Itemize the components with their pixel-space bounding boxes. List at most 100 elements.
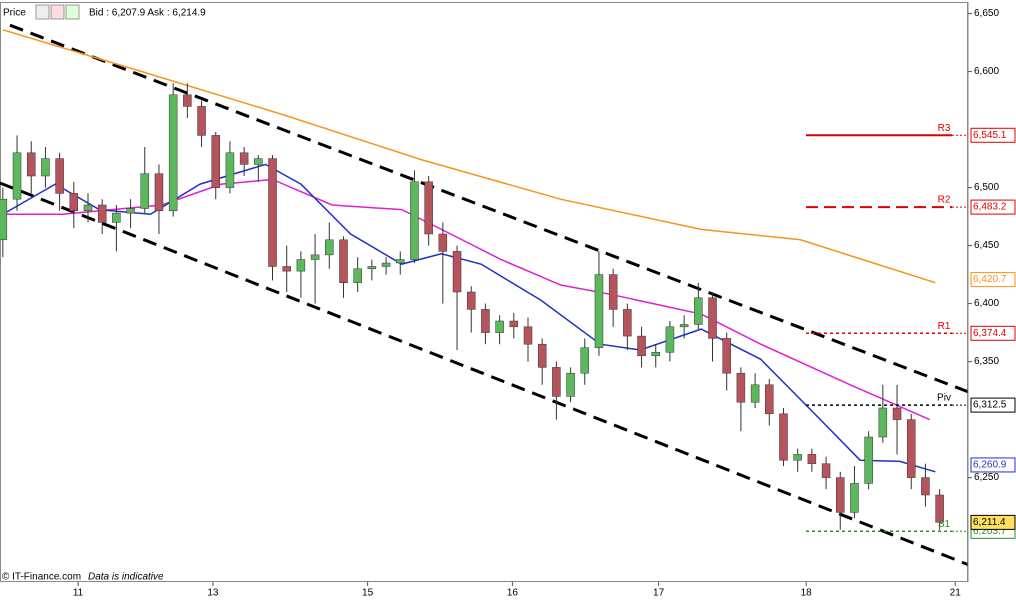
channel-line	[9, 23, 969, 394]
price-box-label: 6,545.1	[973, 130, 1007, 141]
candle-body	[254, 158, 263, 165]
x-tick-label: 15	[362, 588, 374, 599]
candle-body	[765, 384, 774, 415]
candle-body	[197, 106, 206, 136]
candle-body	[97, 204, 107, 223]
candle-body	[608, 274, 618, 310]
candle-body	[921, 477, 930, 496]
pivot-name: R2	[938, 195, 951, 206]
candle-body	[580, 347, 590, 374]
candle-body	[566, 372, 575, 397]
price-box	[970, 199, 1016, 215]
price-box-label: 6,203.7	[973, 526, 1007, 537]
price-marker	[970, 514, 1016, 530]
candle-body	[750, 384, 760, 403]
candle-body	[850, 483, 859, 513]
price-marker-label: 6,211.4	[973, 517, 1006, 528]
tool-icon[interactable]	[65, 4, 80, 20]
candle-body	[268, 158, 277, 267]
candle-body	[83, 204, 93, 212]
candle-body	[694, 297, 703, 325]
candle-body	[495, 320, 504, 333]
candle-body	[523, 326, 533, 345]
candle-body	[424, 181, 433, 235]
candle-body	[211, 135, 220, 188]
y-tick-label: 6,250	[974, 472, 999, 483]
x-tick-label: 17	[653, 588, 665, 599]
candle-body	[69, 193, 79, 212]
candle-body	[339, 239, 348, 283]
moving-average	[2, 178, 930, 421]
candle-body	[836, 477, 845, 513]
candle-body	[325, 239, 334, 256]
candle-body	[807, 454, 817, 464]
candle-body	[509, 320, 519, 328]
candle-body	[140, 173, 150, 209]
y-tick-label: 6,400	[974, 298, 999, 309]
candle-body	[736, 372, 746, 403]
candle-body	[481, 309, 490, 333]
toolbar: Price Bid : 6,207.9 Ask : 6,214.9	[1, 3, 301, 22]
candle-body	[353, 268, 362, 283]
candle-body	[864, 436, 873, 484]
price-box-label: 6,483.2	[973, 202, 1007, 213]
candle-body	[594, 274, 604, 348]
candle-body	[381, 262, 391, 267]
y-tick-label: 6,600	[974, 66, 999, 77]
candle-body	[396, 259, 405, 264]
y-tick-label: 6,500	[974, 182, 999, 193]
candle-body	[367, 266, 377, 270]
candle-body	[452, 251, 462, 293]
x-tick-label: 11	[73, 588, 84, 599]
candle-body	[168, 94, 178, 212]
x-tick-label: 21	[950, 588, 962, 599]
candle-body	[821, 463, 831, 478]
candle-body	[55, 158, 64, 194]
bid-ask: Bid : 6,207.9 Ask : 6,214.9	[89, 8, 206, 19]
candle-body	[41, 158, 50, 177]
tool-icon[interactable]	[50, 4, 65, 20]
candle-body	[665, 326, 675, 353]
price-box	[970, 127, 1016, 143]
x-tick-label: 13	[207, 588, 219, 599]
candle-body	[154, 173, 164, 212]
price-marker-label: 6,260.9	[973, 460, 1007, 471]
candle-body	[225, 152, 235, 188]
pivot-name: Piv	[937, 393, 951, 404]
candle-body	[722, 338, 731, 374]
pivot-name: R3	[938, 123, 951, 134]
price-box-label: 6,312.5	[973, 400, 1007, 411]
pivot-name: R1	[938, 321, 951, 332]
y-tick-label: 6,650	[974, 8, 999, 19]
y-tick-label: 6,350	[974, 356, 999, 367]
right-axis-bg	[969, 2, 1016, 582]
price-box-label: 6,374.4	[973, 328, 1007, 339]
candle-body	[112, 212, 121, 223]
price-label: Price	[3, 8, 26, 19]
pivot-name: S1	[938, 519, 951, 530]
candle-body	[552, 367, 561, 397]
candle-body	[410, 181, 419, 260]
source: © IT-Finance.com	[2, 572, 81, 583]
tool-icon[interactable]	[35, 4, 50, 20]
candle-body	[892, 407, 902, 420]
plot-area	[0, 23, 969, 566]
price-marker-label: 6,420.7	[973, 274, 1007, 285]
y-tick-label: 6,450	[974, 240, 999, 251]
candle-body	[623, 309, 632, 337]
candle-body	[793, 454, 802, 461]
candle-body	[651, 352, 660, 357]
note: Data is indicative	[88, 572, 164, 583]
candle-body	[935, 494, 944, 523]
candle-body	[239, 152, 249, 165]
candle-body	[296, 259, 306, 272]
channel-line	[0, 181, 969, 566]
price-box	[970, 325, 1016, 341]
candle-body	[637, 335, 646, 357]
candle-body	[708, 297, 717, 339]
price-marker	[970, 457, 1016, 473]
candle-body	[878, 407, 888, 438]
candle-body	[537, 343, 547, 368]
